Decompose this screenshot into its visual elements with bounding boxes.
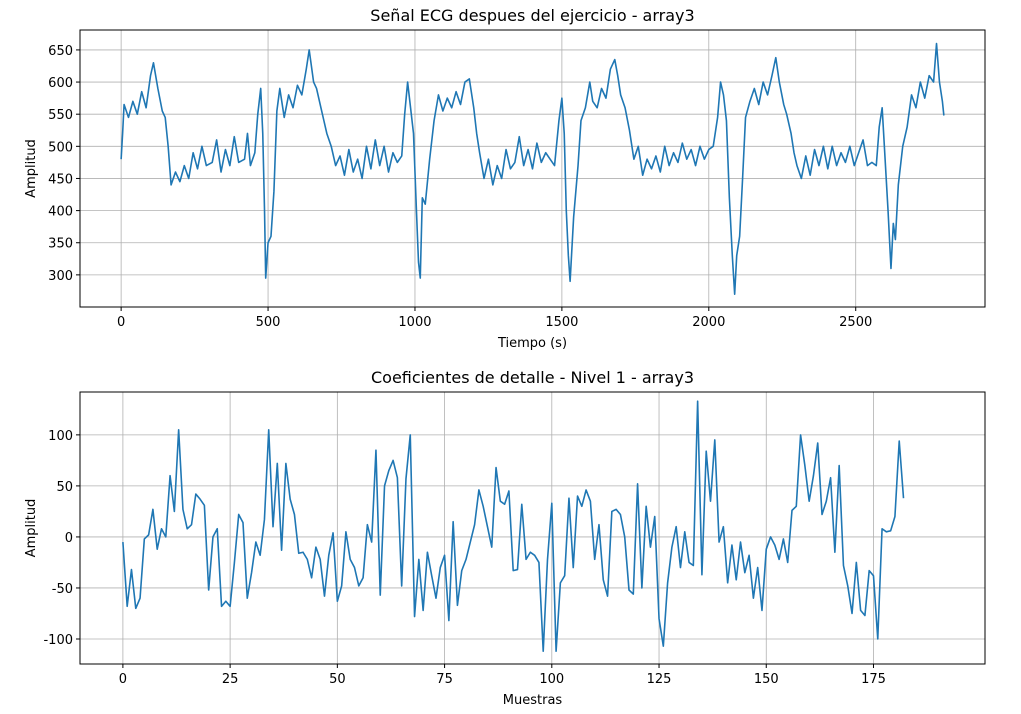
y-axis-label: Amplitud [24,139,39,198]
plot-frame [79,391,986,665]
y-tick-label: 0 [65,531,73,546]
plot-frame [79,29,986,308]
x-tick-label: 2000 [692,315,725,330]
data-line [120,42,945,295]
x-tick-label: 500 [256,315,281,330]
x-tick-label: 2500 [839,315,872,330]
y-tick-label: 400 [48,205,73,220]
y-tick-label: 650 [48,44,73,59]
data-line [122,400,905,653]
chart-title: Señal ECG despues del ejercicio - array3 [370,6,694,25]
y-tick-label: 50 [56,480,73,495]
x-tick-label: 175 [861,672,886,687]
x-tick-label: 125 [647,672,672,687]
y-axis-label: Amplitud [24,499,39,558]
y-tick-label: -50 [52,582,73,597]
x-tick-label: 50 [329,672,346,687]
x-tick-label: 0 [119,672,127,687]
y-tick-label: 550 [48,108,73,123]
x-tick-label: 1000 [398,315,431,330]
y-tick-label: 500 [48,140,73,155]
x-tick-label: 100 [539,672,564,687]
x-axis-label: Muestras [503,693,563,708]
y-tick-label: 300 [48,269,73,284]
x-axis-label: Tiempo (s) [497,336,567,351]
y-tick-label: -100 [43,633,73,648]
x-tick-label: 1500 [545,315,578,330]
y-tick-label: 100 [48,429,73,444]
y-tick-label: 450 [48,172,73,187]
x-tick-label: 0 [117,315,125,330]
y-tick-label: 350 [48,237,73,252]
x-tick-label: 75 [436,672,453,687]
chart-title: Coeficientes de detalle - Nivel 1 - arra… [371,368,694,387]
y-tick-label: 600 [48,76,73,91]
x-tick-label: 25 [222,672,239,687]
x-tick-label: 150 [754,672,779,687]
